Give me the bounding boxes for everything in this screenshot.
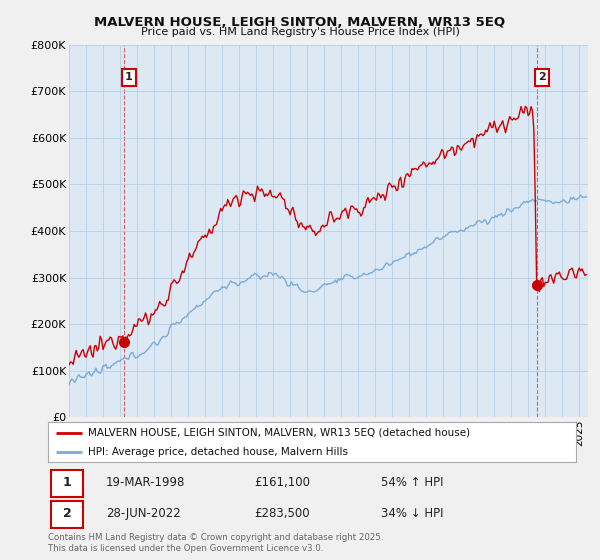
Text: £161,100: £161,100 — [254, 477, 310, 489]
Text: 54% ↑ HPI: 54% ↑ HPI — [380, 477, 443, 489]
Text: HPI: Average price, detached house, Malvern Hills: HPI: Average price, detached house, Malv… — [88, 447, 347, 457]
Text: MALVERN HOUSE, LEIGH SINTON, MALVERN, WR13 5EQ (detached house): MALVERN HOUSE, LEIGH SINTON, MALVERN, WR… — [88, 428, 470, 438]
Text: 1: 1 — [125, 72, 133, 82]
Text: 19-MAR-1998: 19-MAR-1998 — [106, 477, 185, 489]
FancyBboxPatch shape — [50, 470, 83, 497]
Text: 1: 1 — [62, 477, 71, 489]
Text: 2: 2 — [62, 507, 71, 520]
Text: 28-JUN-2022: 28-JUN-2022 — [106, 507, 181, 520]
Text: Contains HM Land Registry data © Crown copyright and database right 2025.
This d: Contains HM Land Registry data © Crown c… — [48, 533, 383, 553]
Text: Price paid vs. HM Land Registry's House Price Index (HPI): Price paid vs. HM Land Registry's House … — [140, 27, 460, 37]
Text: MALVERN HOUSE, LEIGH SINTON, MALVERN, WR13 5EQ: MALVERN HOUSE, LEIGH SINTON, MALVERN, WR… — [94, 16, 506, 29]
Text: 34% ↓ HPI: 34% ↓ HPI — [380, 507, 443, 520]
Text: £283,500: £283,500 — [254, 507, 310, 520]
Text: 2: 2 — [538, 72, 546, 82]
FancyBboxPatch shape — [50, 501, 83, 528]
